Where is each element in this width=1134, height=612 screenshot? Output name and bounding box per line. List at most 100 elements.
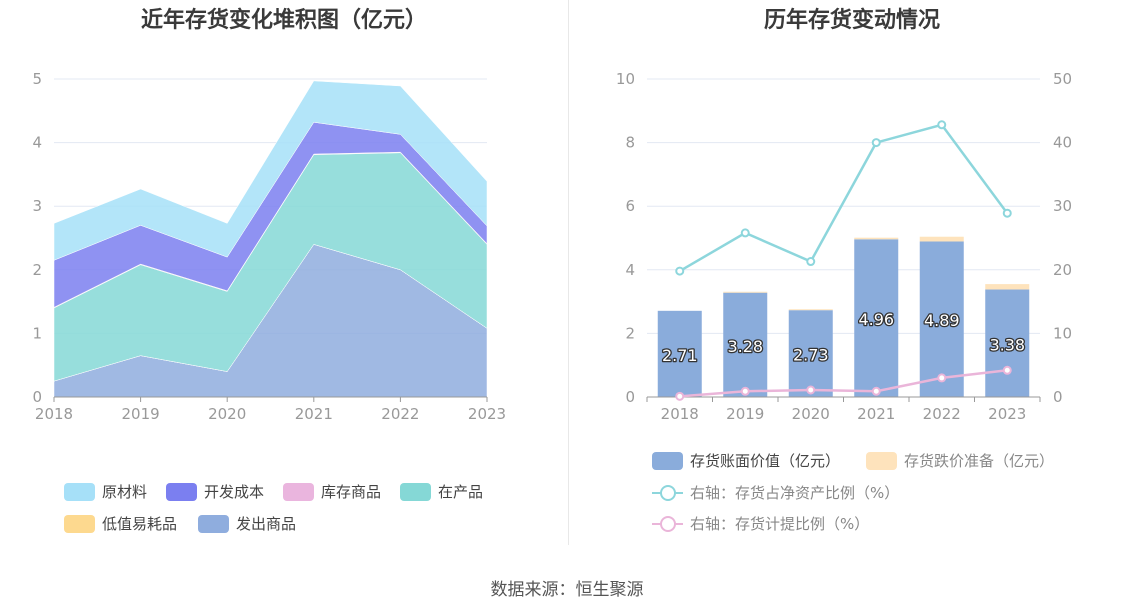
y-tick-label: 2 <box>32 261 42 279</box>
bar-reserve <box>788 309 833 311</box>
legend-label: 原材料 <box>102 483 148 501</box>
x-tick-label: 2023 <box>468 405 506 423</box>
y2-tick-label: 20 <box>1053 261 1072 279</box>
left-chart-title: 近年存货变化堆积图（亿元） <box>140 8 427 33</box>
legend-label: 在产品 <box>438 483 484 501</box>
legend-line-marker <box>652 484 683 502</box>
bar-reserve <box>985 284 1030 290</box>
bar-data-label: 4.96 <box>858 310 894 329</box>
inventory-change-panel: 历年存货变动情况 0 2 4 6 8 10 0 10 20 30 40 50 2.71 3.28 2.73 4… <box>570 0 1134 545</box>
legend-swatch <box>652 451 683 470</box>
y2-tick-label: 50 <box>1053 70 1072 88</box>
legend-line-marker <box>652 515 683 533</box>
legend-item-lowvalue[interactable]: 低值易耗品 <box>64 513 177 534</box>
y-tick-label: 0 <box>32 388 42 406</box>
legend-label: 存货账面价值（亿元） <box>690 452 841 470</box>
bar-book-value <box>657 310 702 397</box>
inventory-stacked-area-panel: 近年存货变化堆积图（亿元） 0 1 2 3 4 5 2018 2019 2020 2021 2022… <box>0 0 568 545</box>
legend-item-line_provision[interactable]: 右轴：存货计提比例（%） <box>652 513 869 534</box>
bar-reserve <box>854 237 899 240</box>
bar-data-label: 2.73 <box>793 346 829 365</box>
legend-swatch <box>64 482 95 501</box>
x-tick-label: 2020 <box>792 405 830 423</box>
legend-item-line_ratio[interactable]: 右轴：存货占净资产比例（%） <box>652 482 899 503</box>
y-tick-label: 1 <box>32 324 42 342</box>
legend-label: 右轴：存货占净资产比例（%） <box>690 484 900 502</box>
y-tick-label: 4 <box>625 261 635 279</box>
bar-book-value <box>854 239 899 397</box>
legend-label: 低值易耗品 <box>102 515 178 533</box>
x-tick-label: 2021 <box>857 405 895 423</box>
legend-label: 右轴：存货计提比例（%） <box>690 515 870 533</box>
stacked-area-chart: 0 1 2 3 4 5 2018 2019 2020 2021 2022 2023 <box>32 70 506 423</box>
line-line_ratio <box>679 123 1009 273</box>
legend-item-bar_book[interactable]: 存货账面价值（亿元） <box>652 450 840 471</box>
line-point-line_provision <box>1002 365 1012 375</box>
y-tick-label: 2 <box>625 324 635 342</box>
legend-item-wip[interactable]: 在产品 <box>400 481 483 502</box>
bar-reserve <box>723 291 768 293</box>
line-point-line_ratio <box>740 228 750 238</box>
line-point-line_ratio <box>806 257 816 267</box>
bar-data-label: 3.38 <box>989 335 1025 354</box>
y2-tick-label: 0 <box>1053 388 1063 406</box>
legend-label: 开发成本 <box>204 483 265 501</box>
line-point-line_provision <box>740 386 750 396</box>
x-tick-label: 2021 <box>295 405 333 423</box>
line-point-line_ratio <box>675 266 685 276</box>
x-tick-label: 2018 <box>661 405 699 423</box>
legend-swatch <box>400 482 431 501</box>
legend-label: 库存商品 <box>321 483 382 501</box>
bar-data-label: 2.71 <box>662 346 698 365</box>
right-chart-title: 历年存货变动情况 <box>763 8 940 33</box>
legend-swatch <box>866 451 897 470</box>
legend-swatch <box>198 514 229 533</box>
bar-data-label: 3.28 <box>727 337 763 356</box>
y-tick-label: 5 <box>32 70 42 88</box>
legend-label: 存货跌价准备（亿元） <box>904 452 1055 470</box>
line-point-line_provision <box>675 391 685 401</box>
legend-swatch <box>166 482 197 501</box>
legend-item-stock[interactable]: 库存商品 <box>283 481 381 502</box>
data-source-note: 数据来源：恒生聚源 <box>490 580 644 600</box>
y-tick-label: 4 <box>32 134 42 152</box>
line-point-line_ratio <box>1002 208 1012 218</box>
x-tick-label: 2018 <box>35 405 73 423</box>
bar-line-combo-chart: 0 2 4 6 8 10 0 10 20 30 40 50 2.71 3.28 2.73 4.96 4.89 3.… <box>616 70 1072 423</box>
x-tick-label: 2022 <box>923 405 961 423</box>
line-point-line_provision <box>871 386 881 396</box>
bar-book-value <box>919 241 964 397</box>
line-line_provision <box>679 369 1008 398</box>
x-tick-label: 2023 <box>988 405 1026 423</box>
x-tick-label: 2019 <box>726 405 764 423</box>
legend-label: 发出商品 <box>236 515 297 533</box>
line-point-line_ratio <box>937 120 947 130</box>
legend-item-shipped[interactable]: 发出商品 <box>198 513 296 534</box>
y-tick-label: 8 <box>625 134 635 152</box>
x-tick-label: 2020 <box>208 405 246 423</box>
legend-item-raw[interactable]: 原材料 <box>64 481 147 502</box>
y-tick-label: 10 <box>616 70 635 88</box>
y2-tick-label: 30 <box>1053 197 1072 215</box>
bar-reserve <box>919 236 964 242</box>
bar-data-label: 4.89 <box>924 311 960 330</box>
legend-swatch <box>283 482 314 501</box>
line-point-line_provision <box>937 373 947 383</box>
y-tick-label: 3 <box>32 197 42 215</box>
legend-item-bar_reserve[interactable]: 存货跌价准备（亿元） <box>866 450 1054 471</box>
line-point-line_provision <box>806 385 816 395</box>
y2-tick-label: 40 <box>1053 134 1072 152</box>
line-point-line_ratio <box>871 138 881 148</box>
legend-swatch <box>64 514 95 533</box>
legend-item-dev[interactable]: 开发成本 <box>166 481 264 502</box>
y2-tick-label: 10 <box>1053 324 1072 342</box>
x-tick-label: 2022 <box>381 405 419 423</box>
x-tick-label: 2019 <box>122 405 160 423</box>
panel-divider <box>568 0 569 545</box>
y-tick-label: 6 <box>625 197 635 215</box>
y-tick-label: 0 <box>625 388 635 406</box>
bar-book-value <box>788 310 833 397</box>
bar-book-value <box>723 292 768 397</box>
area-raw <box>53 80 488 261</box>
bar-book-value <box>985 289 1030 397</box>
